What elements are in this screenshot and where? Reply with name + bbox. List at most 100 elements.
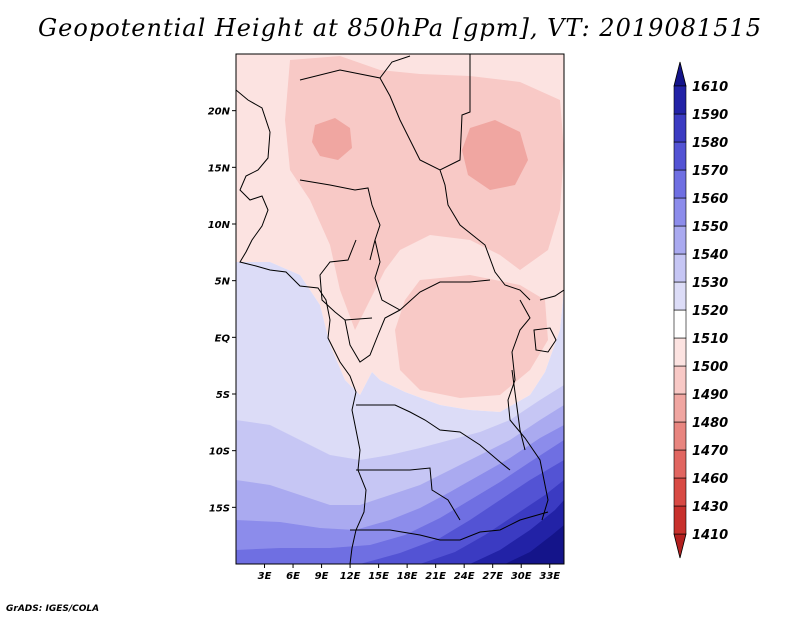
lon-tick: 33E <box>539 564 560 582</box>
latitude-axis: 20N 15N 10N 5N EQ 5S 10S 15S <box>208 107 236 514</box>
longitude-axis: 3E 6E 9E 12E 15E 18E 21E 24E 27E 30E 33E <box>258 564 560 582</box>
map-title: Geopotential Height at 850hPa [gpm], VT:… <box>38 14 762 42</box>
lat-tick-label: 20N <box>208 107 231 118</box>
lon-tick-label: 6E <box>286 571 300 582</box>
colorbar-swatch <box>673 337 687 367</box>
lon-tick: 6E <box>286 564 300 582</box>
map-plot-area <box>236 54 564 564</box>
lat-tick-label: 10S <box>209 447 230 458</box>
sahara-border-1 <box>299 54 471 171</box>
lon-tick-label: 18E <box>397 571 418 582</box>
east-africa-border <box>539 289 564 301</box>
colorbar-label: 1540 <box>692 248 728 263</box>
colorbar-top-arrow <box>673 61 687 87</box>
drc-east-border <box>507 299 549 521</box>
colorbar-label: 1550 <box>692 220 728 235</box>
colorbar-swatch <box>673 253 687 283</box>
lon-tick-label: 33E <box>539 571 560 582</box>
colorbar-swatch <box>673 169 687 199</box>
colorbar-swatch <box>673 113 687 143</box>
lon-tick: 21E <box>425 564 446 582</box>
colorbar-swatch <box>673 505 687 535</box>
colorbar-label: 1530 <box>692 276 728 291</box>
colorbar-swatch <box>673 421 687 451</box>
southern-border <box>350 511 549 541</box>
colorbar-label: 1570 <box>692 164 728 179</box>
map-frame <box>235 53 565 565</box>
lat-tick: 5N <box>215 277 236 288</box>
colorbar-swatch <box>673 365 687 395</box>
lon-tick-label: 27E <box>482 571 503 582</box>
lon-tick: 24E <box>454 564 475 582</box>
congo-border <box>344 309 401 363</box>
lat-tick: 5S <box>216 390 236 401</box>
colorbar-label: 1500 <box>692 360 728 375</box>
lat-tick: 10S <box>209 447 236 458</box>
colorbar-label: 1510 <box>692 332 728 347</box>
colorbar-swatch <box>673 197 687 227</box>
lat-tick-label: 15S <box>209 503 230 514</box>
colorbar-label: 1560 <box>692 192 728 207</box>
lat-tick-label: 15N <box>208 163 231 174</box>
height-contour-1490-west <box>312 118 352 160</box>
colorbar-label: 1580 <box>692 136 728 151</box>
colorbar-label: 1490 <box>692 388 728 403</box>
lon-tick-label: 12E <box>340 571 361 582</box>
colorbar-label: 1410 <box>692 528 728 543</box>
lat-tick-label: 10N <box>208 220 231 231</box>
lat-tick: EQ <box>215 333 236 344</box>
cameroon-border <box>319 239 373 321</box>
lake-victoria <box>533 327 557 353</box>
colorbar-swatch <box>673 281 687 311</box>
sahara-border-2 <box>379 55 411 79</box>
colorbar-swatch <box>673 477 687 507</box>
drc-south-border <box>356 404 511 471</box>
lat-tick-label: 5N <box>215 277 231 288</box>
colorbar-label: 1430 <box>692 500 728 515</box>
lake-tanganyika <box>511 369 526 451</box>
colorbar-swatch <box>673 449 687 479</box>
colorbar-label: 1520 <box>692 304 728 319</box>
lon-tick-label: 9E <box>315 571 329 582</box>
colorbar-label: 1610 <box>692 80 728 95</box>
lat-tick-label: EQ <box>215 333 231 344</box>
west-africa-coastline <box>236 89 367 564</box>
angola-border <box>356 467 461 521</box>
lon-tick-label: 21E <box>425 571 446 582</box>
lon-tick-label: 3E <box>258 571 272 582</box>
niger-chad-border <box>299 179 381 261</box>
colorbar-swatch <box>673 141 687 171</box>
lat-tick: 15N <box>208 163 236 174</box>
lat-tick-label: 5S <box>216 390 230 401</box>
lon-tick-label: 30E <box>511 571 532 582</box>
colorbar-label: 1480 <box>692 416 728 431</box>
colorbar-bottom-arrow <box>673 533 687 559</box>
lon-tick-label: 24E <box>454 571 475 582</box>
height-contour-1490-east <box>462 120 528 190</box>
height-contour-1500-central <box>395 275 548 398</box>
lat-tick: 10N <box>208 220 236 231</box>
lat-tick: 15S <box>209 503 236 514</box>
colorbar-swatch <box>673 309 687 339</box>
lon-tick: 30E <box>511 564 532 582</box>
colorbar-swatch <box>673 393 687 423</box>
lon-tick-label: 15E <box>368 571 389 582</box>
chad-sudan-border <box>439 169 531 301</box>
colorbar-label: 1470 <box>692 444 728 459</box>
lon-tick: 9E <box>315 564 329 582</box>
coastlines-and-borders <box>236 54 564 564</box>
lon-tick: 3E <box>258 564 272 582</box>
colorbar-label: 1590 <box>692 108 728 123</box>
height-contour-1610 <box>505 525 564 564</box>
colorbar-swatch <box>673 225 687 255</box>
lon-tick: 27E <box>482 564 503 582</box>
colorbar-swatch <box>673 85 687 115</box>
colorbar-label: 1460 <box>692 472 728 487</box>
colorbar: 1410 1430 1460 1470 1480 1490 1500 1510 1520 1530… <box>673 61 728 559</box>
lat-tick: 20N <box>208 107 236 118</box>
credit-text: GrADS: IGES/COLA <box>6 604 100 614</box>
lon-tick: 15E <box>368 564 389 582</box>
lon-tick: 18E <box>397 564 418 582</box>
lon-tick: 12E <box>340 564 361 582</box>
